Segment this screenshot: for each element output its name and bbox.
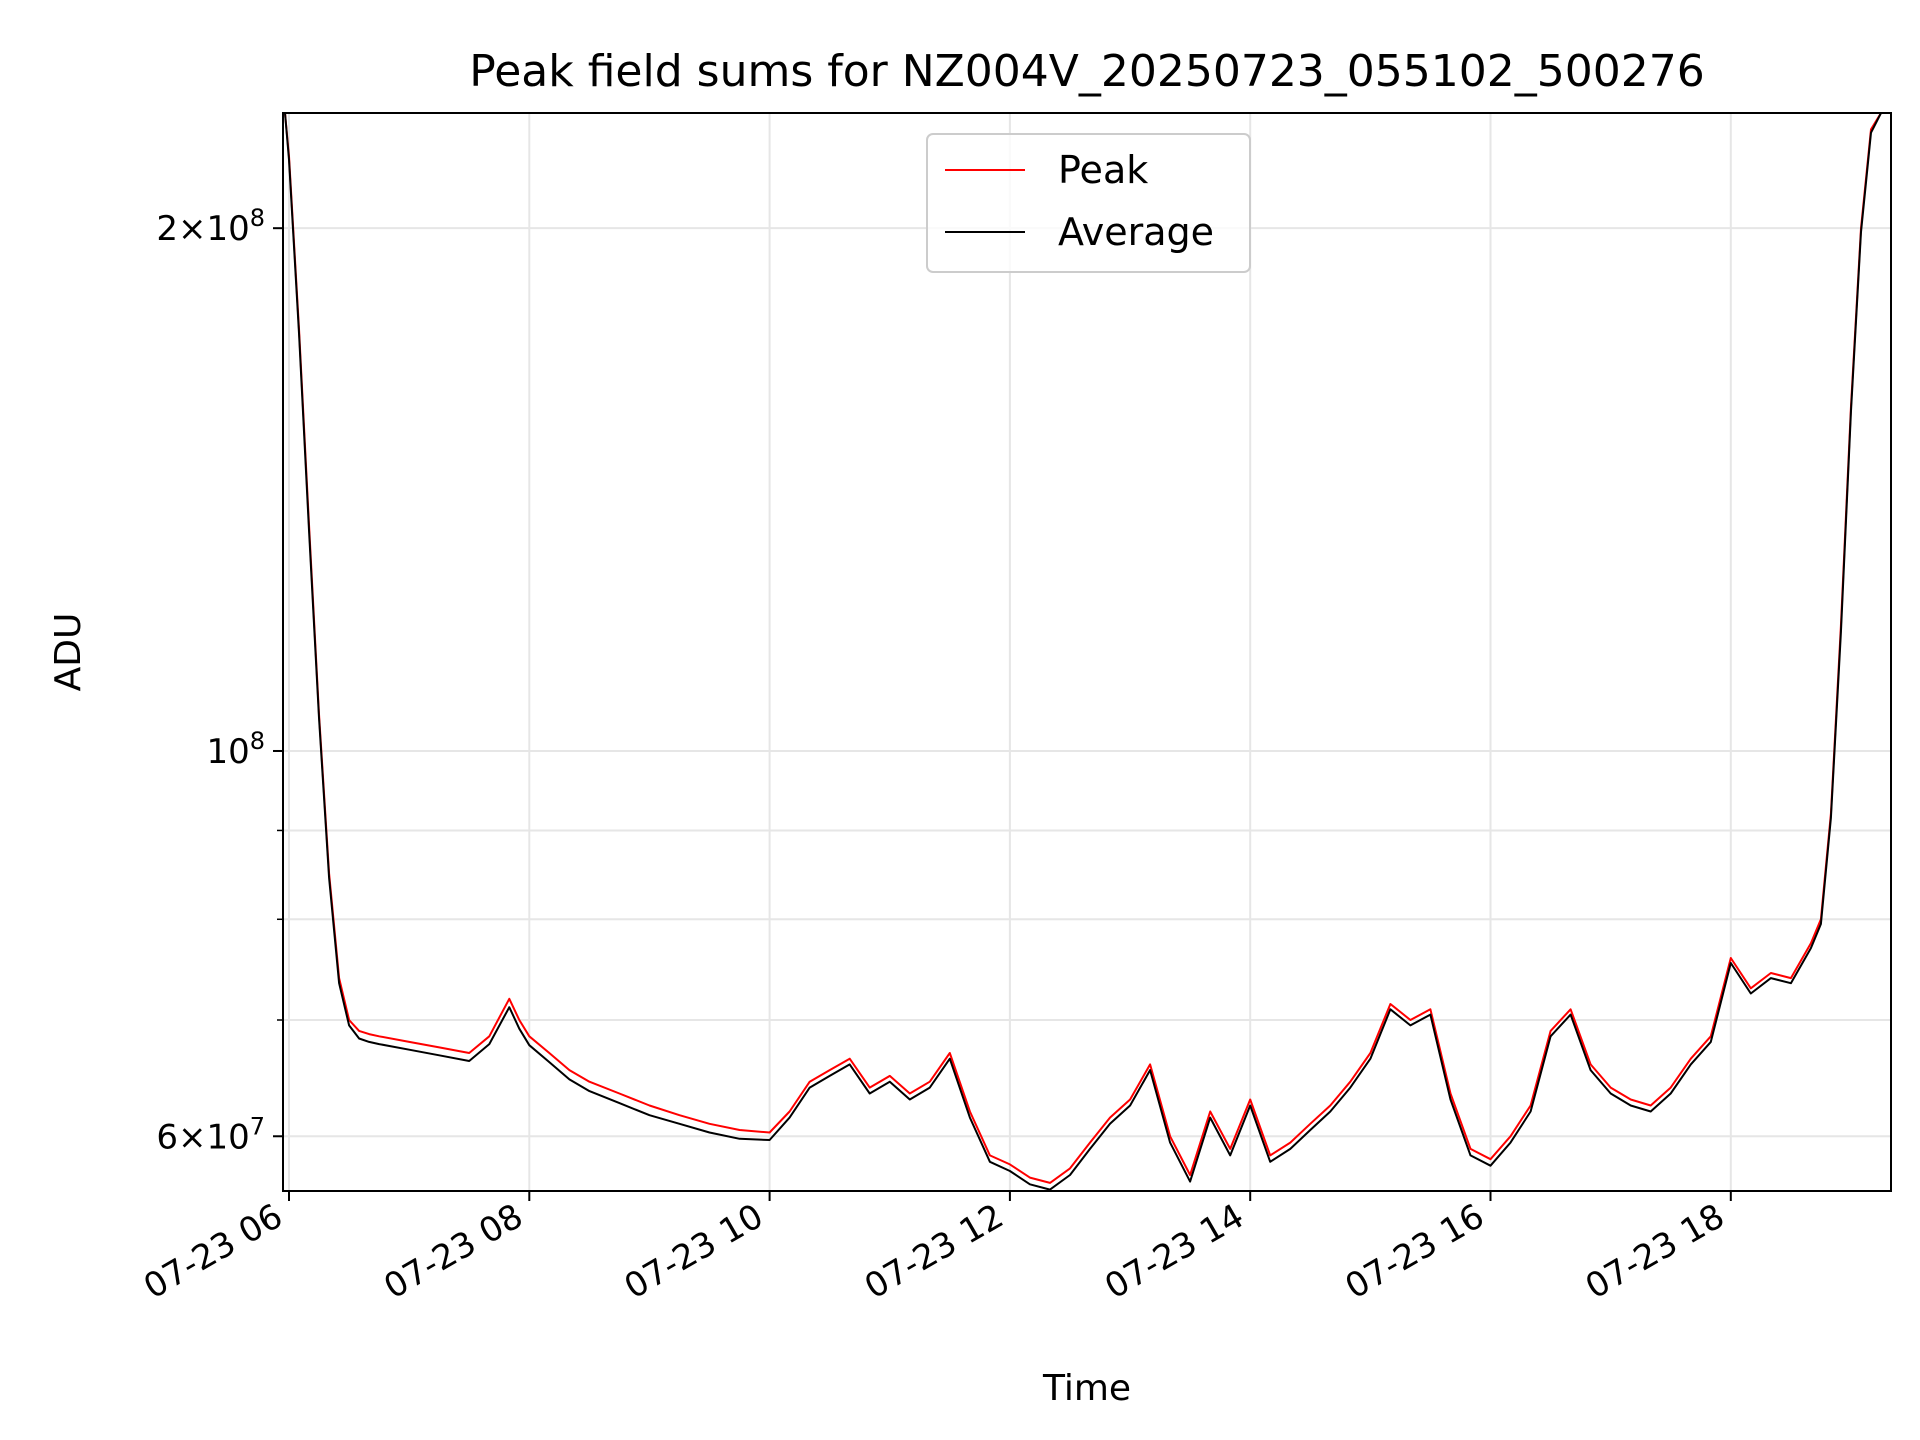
x-tick-label: 07-23 08 — [377, 1196, 529, 1307]
x-tick-label: 07-23 12 — [858, 1196, 1010, 1307]
legend-box — [926, 133, 1251, 273]
y-tick-label: 108 — [206, 727, 265, 772]
x-axis-label: Time — [1042, 1368, 1131, 1409]
y-tick-label: 6×107 — [156, 1112, 265, 1157]
x-tick-label: 07-23 06 — [137, 1196, 289, 1307]
series-lines — [284, 113, 1882, 1191]
legend-label-peak: Peak — [1058, 148, 1148, 192]
x-tick-label: 07-23 14 — [1098, 1196, 1250, 1307]
plot-frame — [282, 112, 1892, 1192]
x-tick-label: 07-23 10 — [618, 1196, 770, 1307]
y-tick-label: 2×108 — [156, 204, 265, 249]
grid — [283, 113, 1891, 1191]
series-line-peak — [284, 113, 1882, 1184]
y-axis-label: ADU — [48, 613, 89, 692]
legend: Peak Average — [926, 133, 1251, 273]
legend-label-average: Average — [1058, 210, 1214, 254]
x-axis-ticks: 07-23 06 07-23 08 07-23 10 07-23 12 07-23 14… — [137, 1191, 1732, 1307]
chart-title: Peak field sums for NZ004V_20250723_0551… — [469, 46, 1704, 97]
y-axis-ticks: 2×108 108 6×107 — [156, 204, 283, 1157]
x-tick-label: 07-23 18 — [1579, 1196, 1731, 1307]
x-tick-label: 07-23 16 — [1339, 1196, 1491, 1307]
series-line-average — [284, 113, 1882, 1191]
